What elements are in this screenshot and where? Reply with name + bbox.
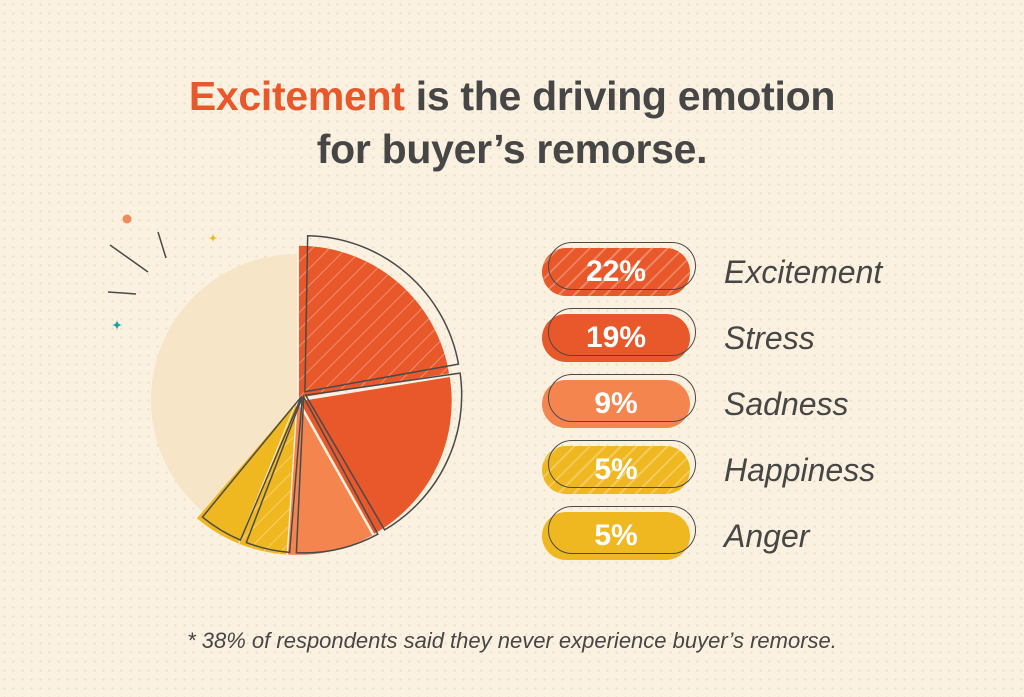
pill-outline (548, 374, 696, 422)
legend-item-sadness: 9% Sadness (540, 374, 960, 430)
pie-slice-outline-sadness (295, 394, 379, 554)
pie-slice-outline-excitement (304, 234, 460, 393)
legend-pill: 5% (540, 440, 700, 496)
legend-item-excitement: 22% Excitement (540, 242, 960, 298)
legend-pill: 22% (540, 242, 700, 298)
legend-pill: 5% (540, 506, 700, 562)
burst-line (157, 231, 167, 259)
legend-pill: 19% (540, 308, 700, 364)
pie-slice-outline-anger (201, 396, 303, 542)
decorative-sparkles (107, 214, 218, 331)
pie-slice-none (151, 254, 297, 512)
sparkle-icon (111, 319, 123, 331)
footnote: * 38% of respondents said they never exp… (187, 628, 837, 653)
legend-item-anger: 5% Anger (540, 506, 960, 562)
legend-item-happiness: 5% Happiness (540, 440, 960, 496)
pill-outline (548, 242, 696, 290)
title-highlight: Excitement (188, 73, 405, 119)
legend-pill: 9% (540, 374, 700, 430)
pill-outline (548, 506, 696, 554)
legend-item-stress: 19% Stress (540, 308, 960, 364)
pie-slice-stress (299, 377, 452, 534)
sparkle-icon (208, 233, 218, 243)
pill-outline (548, 440, 696, 488)
legend-label: Happiness (724, 452, 876, 488)
pie-slice-outline-stress (304, 372, 463, 531)
pie-slice-hatch-excitement (298, 245, 449, 398)
chart-title: Excitement is the driving emotion for bu… (0, 70, 1024, 176)
decor-dot (122, 214, 132, 224)
title-rest-line1: is the driving emotion (404, 73, 836, 119)
legend-label: Sadness (724, 386, 849, 422)
burst-line (107, 291, 137, 295)
legend-label: Excitement (724, 254, 883, 290)
title-line2: for buyer’s remorse. (316, 126, 708, 172)
pie-slice-sadness (287, 402, 373, 555)
legend-label: Stress (724, 320, 815, 356)
pie-slice-anger (196, 402, 296, 544)
legend-label: Anger (724, 518, 810, 554)
burst-line (109, 244, 149, 273)
pill-outline (548, 308, 696, 356)
pie-slice-outline-happiness (245, 396, 304, 554)
